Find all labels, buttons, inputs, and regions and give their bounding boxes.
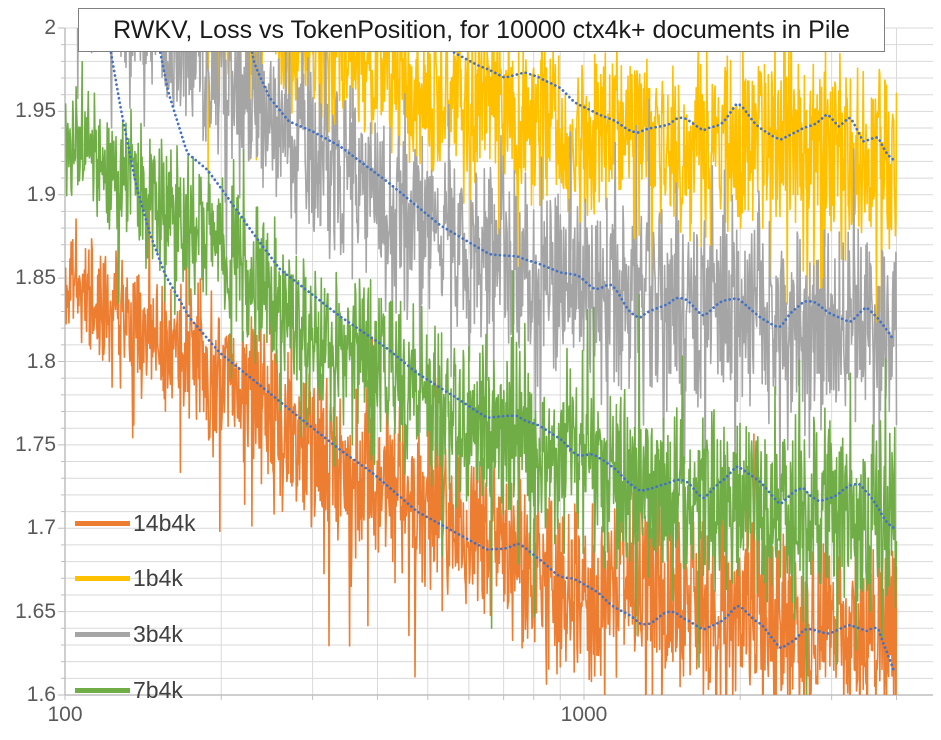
legend-swatch-3b4k (75, 631, 130, 637)
legend-swatch-1b4k (75, 575, 130, 581)
series-line-3b4k (76, 28, 898, 529)
legend-item-3b4k: 3b4k (75, 620, 183, 648)
series-group (65, 28, 898, 695)
trend-line-1b4k (420, 28, 895, 162)
x-tick-label: 1000 (560, 703, 608, 726)
y-tick-label: 1.85 (15, 266, 56, 290)
chart-title: RWKV, Loss vs TokenPosition, for 10000 c… (113, 15, 850, 44)
y-tick-label: 1.9 (26, 182, 56, 206)
trend-group (105, 28, 895, 672)
y-tick-label: 1.95 (15, 99, 56, 123)
trend-line-7b4k (153, 28, 895, 530)
y-tick-label: 1.7 (26, 516, 56, 540)
legend-swatch-14b4k (75, 520, 130, 526)
legend-label-7b4k: 7b4k (133, 676, 183, 703)
legend-label-14b4k: 14b4k (133, 509, 196, 536)
chart-title-box: RWKV, Loss vs TokenPosition, for 10000 c… (78, 8, 885, 52)
legend-label-3b4k: 3b4k (133, 620, 183, 647)
y-tick-label: 1.8 (26, 349, 56, 373)
series-line-7b4k (65, 60, 898, 695)
x-tick-label: 100 (47, 703, 83, 726)
y-tick-label: 1.6 (26, 683, 56, 706)
legend-item-14b4k: 14b4k (75, 509, 196, 537)
y-tick-label: 1.75 (15, 432, 56, 456)
legend-label-1b4k: 1b4k (133, 564, 183, 591)
legend-swatch-7b4k (75, 687, 130, 693)
legend-item-7b4k: 7b4k (75, 676, 183, 704)
series-line-1b4k (82, 28, 898, 335)
legend-item-1b4k: 1b4k (75, 564, 183, 592)
y-tick-label: 1.65 (15, 599, 56, 623)
y-tick-label: 2 (44, 16, 56, 39)
